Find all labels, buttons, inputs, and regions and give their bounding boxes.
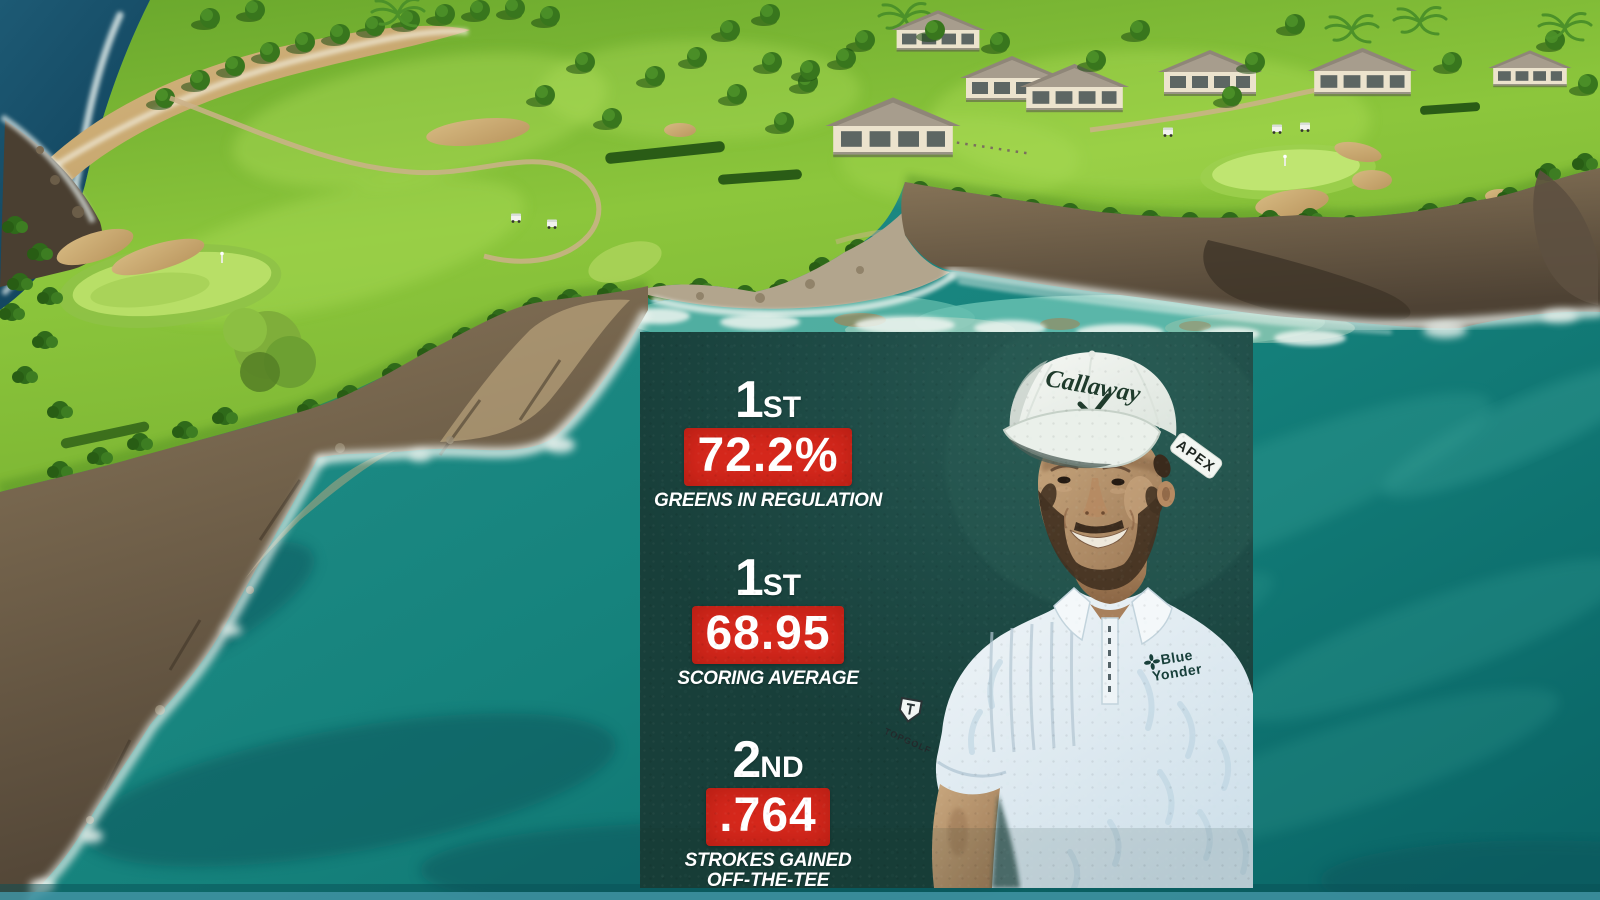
chest-logo-line1: Blue [1159, 647, 1193, 668]
stat-value: 72.2% [697, 429, 839, 483]
stats-card: Callaway APEX Blue Yonder [640, 332, 1253, 888]
beach [28, 25, 470, 198]
chest-logo-line2: Yonder [1151, 660, 1203, 684]
stat-greens-in-regulation: 1ST 72.2% GREENS IN REGULATION [648, 374, 888, 511]
green-middle [588, 241, 662, 283]
player-photo: Callaway APEX Blue Yonder [640, 332, 1253, 888]
stat-value-box: 72.2% [684, 428, 852, 487]
stat-label: SCORING AVERAGE [648, 669, 888, 689]
stat-value: .764 [719, 789, 817, 843]
bottom-shadow-strip [0, 884, 1600, 892]
eyes [1057, 476, 1125, 486]
stat-label-line1: STROKES GAINED [684, 850, 852, 872]
green-left [58, 238, 282, 328]
stat-strokes-gained-off-the-tee: 2ND .764 STROKES GAINED OFF-THE-TEE [648, 734, 888, 888]
smile [1069, 526, 1129, 549]
stat-scoring-average: 1ST 68.95 SCORING AVERAGE [648, 552, 888, 689]
stat-value-box: .764 [706, 788, 830, 847]
blue-yonder-flower-icon [1144, 654, 1160, 670]
nose [1083, 478, 1108, 518]
rank-suffix: ST [762, 569, 802, 602]
placket [1101, 617, 1119, 705]
stat-value: 68.95 [705, 607, 831, 661]
bunkers [56, 117, 696, 266]
rank-suffix: ND [760, 751, 804, 784]
collar [1053, 586, 1173, 705]
rank-suffix: ST [762, 391, 802, 424]
stat-label: STROKES GAINED OFF-THE-TEE [648, 851, 888, 888]
stat-label-line1: SCORING AVERAGE [677, 668, 859, 690]
stat-label: GREENS IN REGULATION [648, 491, 888, 511]
stat-rank: 1ST [648, 374, 888, 426]
rank-number: 2 [732, 731, 761, 789]
rank-number: 1 [734, 549, 764, 607]
stats-column: 1ST 72.2% GREENS IN REGULATION 1ST 68.95… [640, 332, 1253, 888]
stat-rank: 2ND [648, 734, 888, 786]
stat-rank: 1ST [648, 552, 888, 604]
beard [1038, 490, 1162, 591]
stat-label-line1: GREENS IN REGULATION [654, 490, 882, 512]
clifftop-vegetation [0, 153, 1598, 479]
blue-yonder-logo: Blue Yonder [1144, 647, 1203, 684]
green-right [1200, 141, 1515, 217]
cap: Callaway APEX [1002, 350, 1223, 479]
bottom-light-strip [0, 892, 1600, 900]
hedges [60, 102, 1481, 449]
surf-foam [25, 267, 1600, 900]
pleats [989, 619, 1076, 753]
stat-value-box: 68.95 [692, 606, 844, 665]
polo-shirt [935, 588, 1253, 888]
stat-label-line2: OFF-THE-TEE [706, 870, 830, 888]
fence [939, 138, 1033, 156]
forearm [932, 784, 1020, 888]
mustache [1074, 520, 1124, 534]
rank-number: 1 [734, 371, 764, 429]
